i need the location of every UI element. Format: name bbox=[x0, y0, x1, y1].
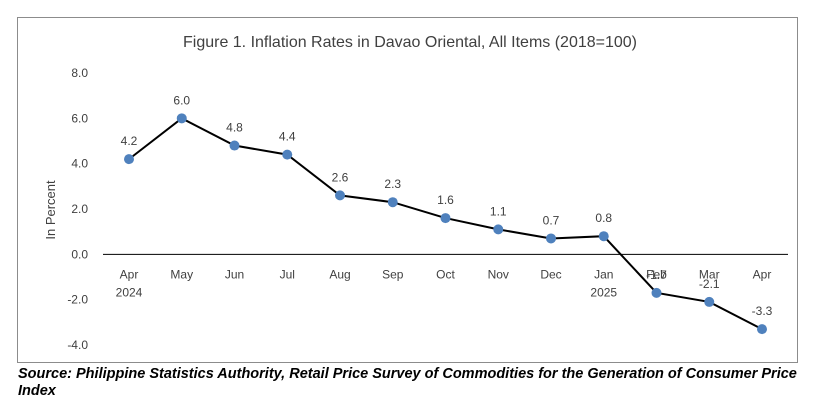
data-point bbox=[440, 213, 451, 224]
data-point bbox=[598, 231, 609, 242]
data-point bbox=[546, 233, 556, 244]
data-point bbox=[124, 154, 134, 165]
data-label: -3.3 bbox=[752, 304, 773, 318]
source-note: Source: Philippine Statistics Authority,… bbox=[18, 366, 797, 399]
data-label: 1.1 bbox=[490, 204, 507, 218]
x-tick-label: Aug bbox=[329, 267, 350, 281]
x-tick-label: Dec bbox=[540, 267, 561, 281]
y-axis-label: In Percent bbox=[43, 180, 58, 240]
data-point bbox=[704, 296, 715, 307]
x-tick-label: Nov bbox=[488, 267, 509, 281]
x-tick-label: Sep bbox=[382, 267, 404, 281]
y-tick-labels: 8.0 6.0 4.0 2.0 0.0 -2.0 -4.0 bbox=[67, 66, 88, 352]
y-tick-label: 8.0 bbox=[71, 66, 88, 80]
y-tick-label: 4.0 bbox=[71, 157, 88, 171]
x-tick-label: Mar bbox=[699, 267, 720, 281]
x-tick-year-label: 2024 bbox=[116, 285, 143, 299]
data-point bbox=[493, 224, 504, 235]
series-line bbox=[128, 117, 763, 331]
data-label: 4.4 bbox=[279, 130, 296, 144]
chart-frame bbox=[17, 17, 798, 363]
inflation-line-chart: Figure 1. Inflation Rates in Davao Orien… bbox=[43, 34, 788, 352]
x-tick-label: Apr bbox=[753, 267, 772, 281]
data-labels: 4.2 6.0 4.8 4.4 2.6 2.3 1.6 1.1 0.7 0.8 -1.7 -2.1 -3… bbox=[121, 93, 773, 318]
data-point bbox=[651, 287, 662, 298]
data-point bbox=[757, 324, 767, 335]
chart-title: Figure 1. Inflation Rates in Davao Orien… bbox=[183, 34, 637, 51]
data-label: 6.0 bbox=[173, 93, 190, 107]
x-tick-label: Jul bbox=[280, 267, 295, 281]
data-label: 0.8 bbox=[595, 211, 612, 225]
data-points bbox=[124, 113, 767, 335]
y-tick-label: 6.0 bbox=[71, 111, 88, 125]
x-tick-label: May bbox=[170, 267, 193, 281]
data-label: 0.7 bbox=[543, 213, 560, 227]
x-tick-year-label: 2025 bbox=[590, 285, 617, 299]
data-label: 2.3 bbox=[384, 177, 401, 191]
data-label: -1.7 bbox=[646, 268, 667, 282]
data-point bbox=[387, 197, 398, 208]
x-tick-label: Oct bbox=[436, 267, 455, 281]
y-tick-label: -2.0 bbox=[67, 293, 88, 307]
y-tick-label: -4.0 bbox=[67, 338, 88, 352]
data-point bbox=[229, 140, 240, 151]
data-label: 4.2 bbox=[121, 134, 138, 148]
data-point bbox=[282, 149, 293, 160]
data-label: 2.6 bbox=[332, 170, 349, 184]
x-tick-label: Jan bbox=[594, 267, 613, 281]
y-tick-label: 2.0 bbox=[71, 202, 88, 216]
x-tick-label: Apr bbox=[120, 267, 139, 281]
data-label: 1.6 bbox=[437, 193, 454, 207]
data-label: -2.1 bbox=[699, 277, 720, 291]
data-point bbox=[176, 113, 187, 124]
x-tick-labels: Apr 2024 May Jun Jul Aug Sep Oct Nov Dec Jan 2025 Fe… bbox=[116, 267, 772, 299]
x-tick-label: Jun bbox=[225, 267, 244, 281]
x-tick-label: Feb bbox=[646, 267, 667, 281]
data-point bbox=[335, 190, 345, 201]
data-label: 4.8 bbox=[226, 121, 243, 135]
y-tick-label: 0.0 bbox=[71, 247, 88, 261]
